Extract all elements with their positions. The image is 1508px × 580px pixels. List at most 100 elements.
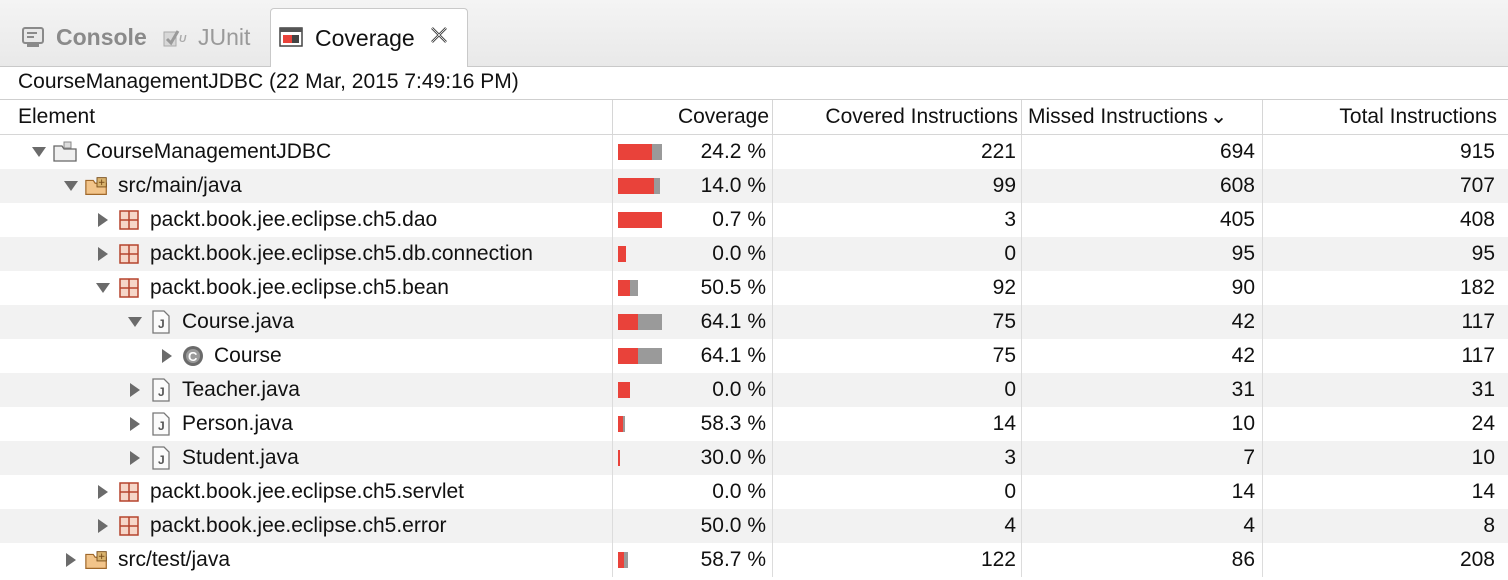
column-header-total-instructions[interactable]: Total Instructions: [1262, 100, 1497, 134]
table-row[interactable]: packt.book.jee.eclipse.ch5.db.connection…: [0, 237, 1508, 271]
table-row[interactable]: CourseManagementJDBC 24.2 % 221 694 915: [0, 135, 1508, 169]
expand-triangle-down-icon[interactable]: [30, 135, 48, 169]
coverage-percent: 0.0 %: [712, 480, 766, 503]
table-row[interactable]: J Course.java 64.1 % 75 42 117: [0, 305, 1508, 339]
coverage-bar: [618, 382, 630, 398]
expand-triangle-right-icon[interactable]: [126, 441, 144, 475]
column-divider: [1021, 373, 1022, 407]
covered-instructions-value: 0: [1004, 480, 1016, 503]
column-divider: [1021, 475, 1022, 509]
column-divider: [1262, 305, 1263, 339]
expand-triangle-right-icon[interactable]: [94, 203, 112, 237]
table-row[interactable]: J Teacher.java 0.0 % 0 31 31: [0, 373, 1508, 407]
tab-coverage[interactable]: Coverage: [270, 8, 468, 67]
missed-instructions-value: 405: [1219, 208, 1255, 231]
java-file-icon: J: [148, 446, 174, 470]
coverage-bar: [618, 280, 638, 296]
missed-instructions-value: 7: [1243, 446, 1255, 469]
table-row[interactable]: packt.book.jee.eclipse.ch5.dao 0.7 % 3 405 4…: [0, 203, 1508, 237]
table-row[interactable]: src/test/java 58.7 % 122 86 208: [0, 543, 1508, 577]
coverage-bar-missed: [618, 382, 630, 398]
total-instructions-value: 208: [1459, 548, 1495, 571]
covered-instructions-value: 0: [1004, 242, 1016, 265]
console-icon: [20, 24, 46, 50]
column-divider: [1262, 135, 1263, 169]
coverage-bar-missed: [618, 552, 624, 568]
package-icon: [116, 480, 142, 504]
table-header: Element Coverage Covered Instructions Mi…: [0, 99, 1508, 135]
column-divider: [612, 407, 613, 441]
expand-triangle-right-icon[interactable]: [126, 407, 144, 441]
column-divider: [1262, 237, 1263, 271]
coverage-percent: 58.3 %: [700, 412, 766, 435]
project-icon: [52, 140, 78, 164]
missed-instructions-value: 86: [1231, 548, 1255, 571]
total-instructions-value: 31: [1471, 378, 1495, 401]
column-divider: [1262, 271, 1263, 305]
column-divider: [612, 271, 613, 305]
column-header-coverage[interactable]: Coverage: [612, 100, 769, 134]
expand-triangle-right-icon[interactable]: [94, 475, 112, 509]
column-divider: [772, 305, 773, 339]
column-divider: [612, 441, 613, 475]
coverage-bar-missed: [618, 280, 630, 296]
coverage-bar-covered: [624, 552, 628, 568]
table-row[interactable]: packt.book.jee.eclipse.ch5.servlet 0.0 % 0…: [0, 475, 1508, 509]
coverage-bar-missed: [618, 416, 623, 432]
coverage-percent: 64.1 %: [700, 344, 766, 367]
expand-triangle-down-icon[interactable]: [62, 169, 80, 203]
column-divider: [772, 441, 773, 475]
column-divider: [772, 339, 773, 373]
element-label: packt.book.jee.eclipse.ch5.db.connection: [150, 242, 533, 265]
table-row[interactable]: C Course 64.1 % 75 42 117: [0, 339, 1508, 373]
table-body: CourseManagementJDBC 24.2 % 221 694 915 src/m…: [0, 135, 1508, 577]
java-file-icon: J: [148, 310, 174, 334]
table-row[interactable]: J Person.java 58.3 % 14 10 24: [0, 407, 1508, 441]
tab-junit[interactable]: U JUnit: [162, 8, 250, 66]
expand-triangle-right-icon[interactable]: [158, 339, 176, 373]
missed-instructions-value: 608: [1219, 174, 1255, 197]
coverage-bar-covered: [638, 348, 662, 364]
column-header-covered-instructions[interactable]: Covered Instructions: [772, 100, 1018, 134]
expand-triangle-down-icon[interactable]: [94, 271, 112, 305]
column-divider: [1021, 441, 1022, 475]
missed-instructions-value: 90: [1231, 276, 1255, 299]
java-file-icon: J: [148, 378, 174, 402]
element-label: Course.java: [182, 310, 295, 333]
close-icon[interactable]: [429, 25, 449, 51]
coverage-bar: [618, 552, 628, 568]
expand-triangle-right-icon[interactable]: [94, 237, 112, 271]
expand-triangle-down-icon[interactable]: [126, 305, 144, 339]
view-tab-bar: Console U JUnit Coverage: [0, 0, 1508, 67]
column-divider: [612, 169, 613, 203]
expand-triangle-right-icon[interactable]: [62, 543, 80, 577]
column-divider: [772, 475, 773, 509]
svg-text:U: U: [179, 34, 187, 45]
column-divider: [1262, 543, 1263, 577]
expand-triangle-right-icon[interactable]: [126, 373, 144, 407]
covered-instructions-value: 92: [992, 276, 1016, 299]
tab-console[interactable]: Console: [20, 8, 147, 66]
column-header-element[interactable]: Element: [18, 105, 96, 128]
column-header-missed-instructions[interactable]: Missed Instructions⌄: [1021, 100, 1261, 134]
coverage-percent: 0.7 %: [712, 208, 766, 231]
coverage-percent: 14.0 %: [700, 174, 766, 197]
coverage-percent: 58.7 %: [700, 548, 766, 571]
element-label: Student.java: [182, 446, 299, 469]
table-row[interactable]: src/main/java 14.0 % 99 608 707: [0, 169, 1508, 203]
coverage-percent: 50.0 %: [700, 514, 766, 537]
table-row[interactable]: packt.book.jee.eclipse.ch5.bean 50.5 % 92 9…: [0, 271, 1508, 305]
column-divider: [772, 373, 773, 407]
column-divider: [612, 237, 613, 271]
source-folder-icon: [84, 548, 110, 572]
column-divider: [1021, 339, 1022, 373]
expand-triangle-right-icon[interactable]: [94, 509, 112, 543]
total-instructions-value: 915: [1459, 140, 1495, 163]
covered-instructions-value: 0: [1004, 378, 1016, 401]
column-divider: [612, 373, 613, 407]
total-instructions-value: 408: [1459, 208, 1495, 231]
column-divider: [1021, 543, 1022, 577]
table-row[interactable]: packt.book.jee.eclipse.ch5.error 50.0 % 4 4…: [0, 509, 1508, 543]
coverage-bar-missed: [618, 212, 662, 228]
table-row[interactable]: J Student.java 30.0 % 3 7 10: [0, 441, 1508, 475]
